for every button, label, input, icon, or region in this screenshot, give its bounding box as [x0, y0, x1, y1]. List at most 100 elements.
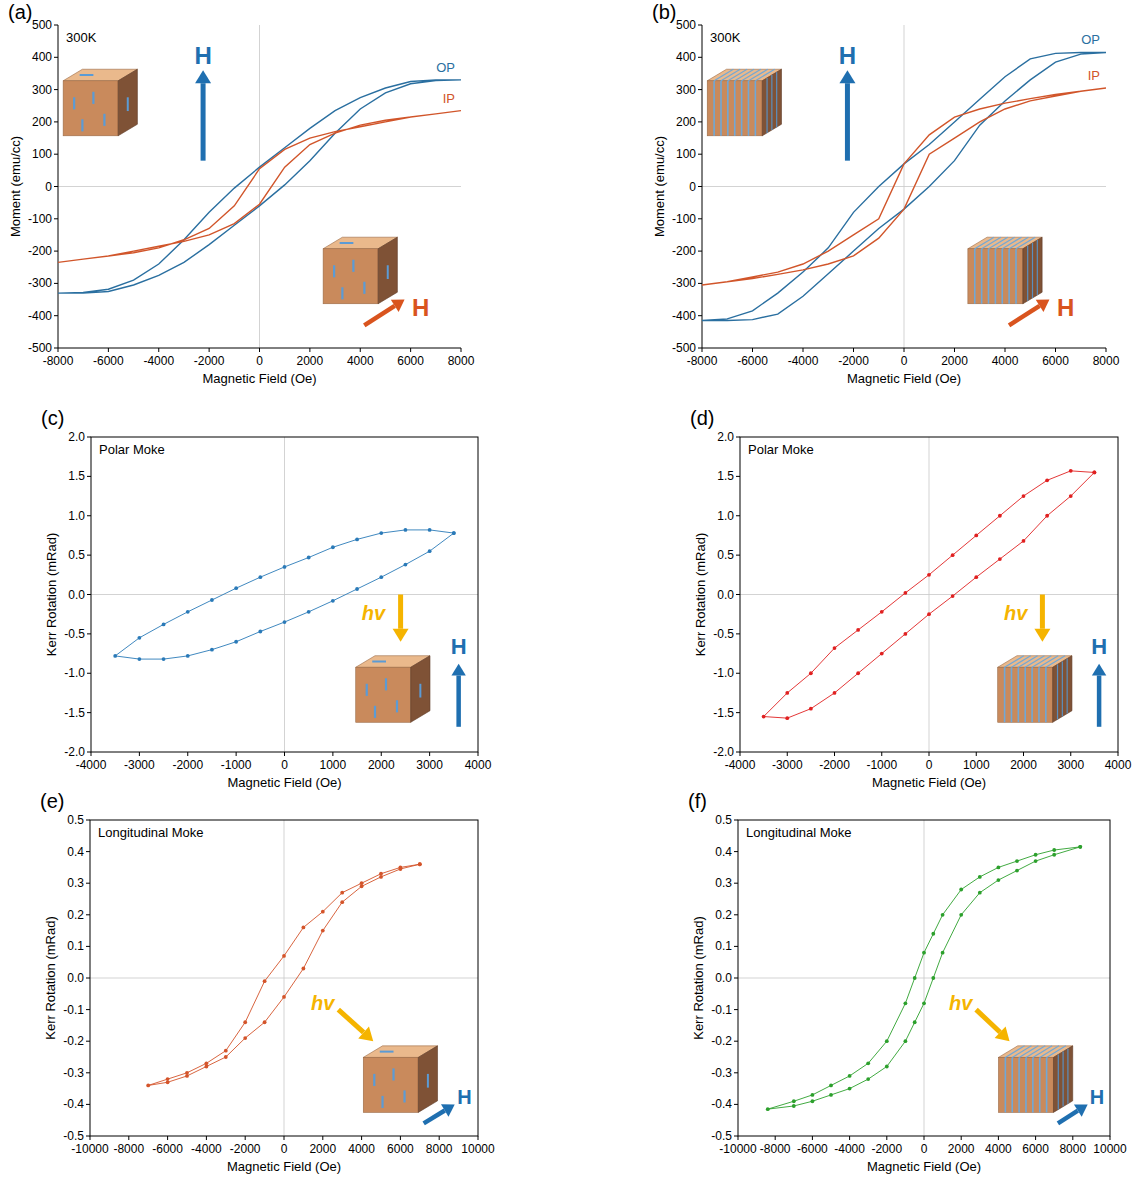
- field-label: H: [1057, 294, 1074, 321]
- y-tick-label: -300: [672, 276, 696, 290]
- arrow-shaft: [398, 595, 403, 629]
- panel: -4000-3000-2000-100001000200030004000-2.…: [41, 407, 492, 790]
- cube-layer: [1011, 667, 1013, 722]
- x-tick: [1070, 752, 1071, 756]
- x-tick-label: 0: [926, 758, 933, 772]
- y-tick-label: 1.5: [717, 469, 734, 483]
- inset: [63, 69, 404, 325]
- x-tick: [206, 1136, 207, 1140]
- zero-line: [91, 594, 478, 595]
- y-tick-label: 0.5: [67, 813, 84, 827]
- y-tick-label: 200: [32, 115, 52, 129]
- x-tick: [332, 752, 333, 756]
- x-tick-label: 4000: [985, 1142, 1012, 1156]
- data-point: [856, 628, 860, 632]
- light-label: hv: [311, 992, 336, 1014]
- y-tick-label: 0.0: [717, 588, 734, 602]
- y-tick-label: -1.0: [713, 666, 734, 680]
- y-tick: [86, 851, 90, 852]
- y-tick: [87, 712, 91, 713]
- arrow-shaft: [1009, 306, 1040, 326]
- x-tick-label: -3000: [124, 758, 155, 772]
- cube-rod: [427, 1074, 429, 1088]
- data-point: [848, 1087, 852, 1091]
- y-tick-label: 0.1: [715, 939, 732, 953]
- x-tick-label: 4000: [347, 354, 374, 368]
- arrow-head: [195, 70, 211, 83]
- arrow-head: [1036, 300, 1050, 312]
- x-tick: [284, 1136, 285, 1140]
- data-point: [941, 951, 945, 955]
- x-tick: [429, 752, 430, 756]
- cube-rod: [392, 1068, 394, 1080]
- y-tick-label: -300: [28, 276, 52, 290]
- data-point: [931, 976, 935, 980]
- y-tick-label: -0.1: [711, 1003, 732, 1017]
- inset: [707, 69, 1049, 325]
- arrow-head: [1074, 1104, 1088, 1116]
- x-tick: [381, 752, 382, 756]
- y-tick: [734, 1009, 738, 1010]
- y-tick-label: 0.4: [67, 845, 84, 859]
- y-tick: [54, 348, 58, 349]
- cube-layer: [1062, 1052, 1063, 1107]
- x-tick-label: 3000: [416, 758, 443, 772]
- cube-rod: [372, 661, 386, 663]
- x-tick-label: -3000: [772, 758, 803, 772]
- cube-layer: [988, 249, 990, 304]
- y-tick-label: -1.0: [64, 666, 85, 680]
- x-axis-title: Magnetic Field (Oe): [872, 775, 986, 790]
- data-point: [137, 636, 141, 640]
- x-tick: [400, 1136, 401, 1140]
- y-tick-label: -200: [28, 244, 52, 258]
- y-tick-label: -2.0: [713, 745, 734, 759]
- data-point: [1034, 859, 1038, 863]
- arrow-shaft: [845, 83, 850, 160]
- x-axis-title: Magnetic Field (Oe): [227, 775, 341, 790]
- panel-letter: (b): [652, 1, 676, 23]
- data-point: [927, 612, 931, 616]
- x-tick: [929, 752, 930, 756]
- data-point: [113, 654, 117, 658]
- x-tick-label: -6000: [737, 354, 768, 368]
- cube-rod: [363, 282, 365, 294]
- y-tick-label: -400: [672, 309, 696, 323]
- cube-side: [762, 69, 781, 136]
- y-tick-label: -2.0: [64, 745, 85, 759]
- panel: -10000-8000-6000-4000-200002000400060008…: [688, 790, 1127, 1174]
- cube-layer: [1008, 249, 1010, 304]
- data-point: [282, 995, 286, 999]
- data-point: [1069, 494, 1073, 498]
- y-tick-label: 300: [676, 83, 696, 97]
- x-tick: [1072, 1136, 1073, 1140]
- cube-rod: [396, 700, 398, 712]
- cube-layer: [720, 81, 722, 136]
- zero-line: [738, 978, 1110, 979]
- x-tick: [361, 1136, 362, 1140]
- cube-side: [1023, 237, 1042, 304]
- cube-rod: [373, 1074, 375, 1086]
- cube-layer: [974, 249, 976, 304]
- y-tick-label: 200: [676, 115, 696, 129]
- data-point: [146, 1084, 150, 1088]
- x-tick-label: -2000: [194, 354, 225, 368]
- x-tick: [740, 752, 741, 756]
- data-point: [1022, 539, 1026, 543]
- data-point: [927, 573, 931, 577]
- arrow-head: [358, 1027, 373, 1042]
- y-tick: [698, 218, 702, 219]
- data-point: [1045, 514, 1049, 518]
- data-point: [302, 926, 306, 930]
- cube-rod: [387, 265, 389, 279]
- data-point: [792, 1099, 796, 1103]
- data-point: [224, 1055, 228, 1059]
- y-tick: [736, 437, 740, 438]
- y-tick-label: -0.3: [711, 1066, 732, 1080]
- x-tick: [904, 348, 905, 352]
- data-point: [418, 862, 422, 866]
- x-tick-label: 4000: [1105, 758, 1132, 772]
- y-tick: [734, 883, 738, 884]
- cube-layer: [981, 249, 983, 304]
- y-tick-label: 0.0: [715, 971, 732, 985]
- data-point: [811, 1093, 815, 1097]
